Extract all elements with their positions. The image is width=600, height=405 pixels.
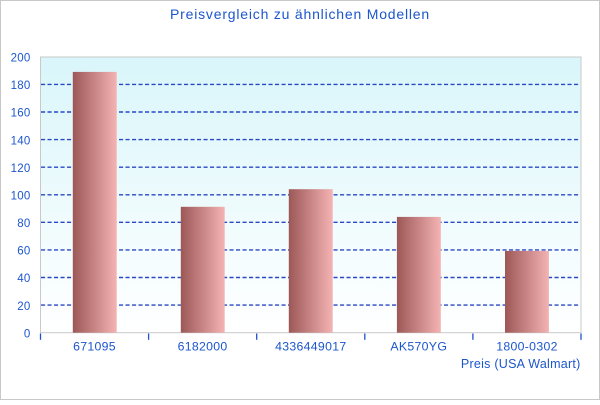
svg-text:140: 140 bbox=[11, 135, 31, 147]
svg-text:100: 100 bbox=[11, 191, 31, 203]
svg-text:Preis (USA Walmart): Preis (USA Walmart) bbox=[461, 357, 581, 371]
svg-text:671095: 671095 bbox=[73, 340, 116, 354]
svg-text:Preisvergleich zu ähnlichen Mo: Preisvergleich zu ähnlichen Modellen bbox=[170, 6, 430, 22]
svg-text:160: 160 bbox=[11, 108, 31, 120]
svg-text:4336449017: 4336449017 bbox=[275, 340, 346, 354]
svg-text:200: 200 bbox=[11, 53, 31, 65]
svg-text:120: 120 bbox=[11, 163, 31, 175]
svg-text:6182000: 6182000 bbox=[178, 340, 228, 354]
svg-text:AK570YG: AK570YG bbox=[390, 340, 447, 354]
svg-text:60: 60 bbox=[17, 246, 30, 258]
svg-text:0: 0 bbox=[24, 328, 31, 340]
svg-text:180: 180 bbox=[11, 80, 31, 92]
svg-text:40: 40 bbox=[17, 273, 30, 285]
svg-text:80: 80 bbox=[17, 218, 30, 230]
svg-text:1800-0302: 1800-0302 bbox=[496, 340, 558, 354]
svg-text:20: 20 bbox=[17, 301, 30, 313]
